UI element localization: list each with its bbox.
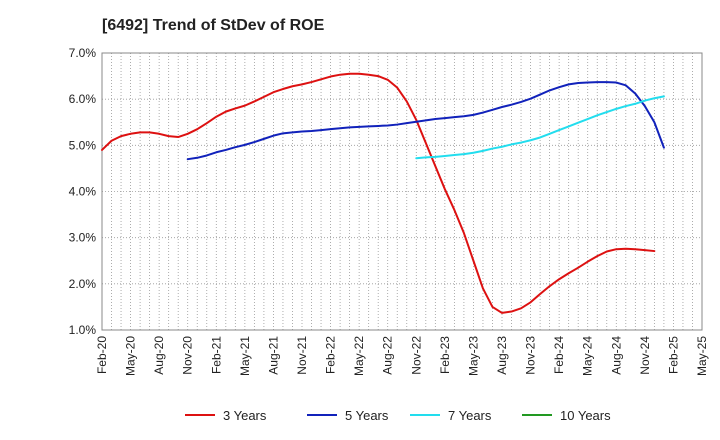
x-tick-label: Feb-23 (438, 336, 452, 374)
y-tick-label: 4.0% (69, 185, 97, 199)
series-lines (101, 72, 665, 314)
x-tick-label: May-20 (124, 336, 138, 376)
x-tick-label: Feb-24 (552, 336, 566, 374)
x-tick-label: May-21 (238, 336, 252, 376)
x-tick-label: Nov-21 (295, 336, 309, 375)
y-tick-label: 7.0% (69, 46, 97, 60)
chart-title: [6492] Trend of StDev of ROE (102, 17, 325, 34)
plot-frame (101, 52, 703, 331)
series-line-3-years (101, 72, 656, 314)
y-tick-label: 1.0% (69, 323, 97, 337)
x-tick-label: Aug-22 (381, 336, 395, 375)
x-tick-label: May-22 (352, 336, 366, 376)
x-tick-label: Aug-24 (609, 336, 623, 375)
x-tick-label: Nov-20 (181, 336, 195, 375)
x-tick-label: Aug-23 (495, 336, 509, 375)
x-tick-label: Nov-24 (638, 336, 652, 375)
y-tick-label: 6.0% (69, 92, 97, 106)
x-axis: Feb-20 May-20 Aug-20 Nov-20 Feb-21 May-21 Aug-… (95, 336, 709, 376)
x-tick-label: May-25 (695, 336, 709, 376)
legend-label-10-years: 10 Years (560, 408, 611, 423)
y-axis: 1.0% 2.0% 3.0% 4.0% 5.0% 6.0% 7.0% (69, 46, 97, 337)
x-tick-label: Feb-25 (666, 336, 680, 374)
legend: 3 Years 5 Years 7 Years 10 Years (185, 408, 611, 423)
grid (102, 53, 702, 330)
legend-label-5-years: 5 Years (345, 408, 389, 423)
series-line-5-years (186, 81, 665, 161)
x-tick-label: Feb-20 (95, 336, 109, 374)
x-tick-label: May-23 (466, 336, 480, 376)
x-tick-label: Feb-22 (324, 336, 338, 374)
series-line-7-years (415, 95, 665, 160)
x-tick-label: Feb-21 (209, 336, 223, 374)
x-tick-label: Aug-21 (266, 336, 280, 375)
y-tick-label: 2.0% (69, 277, 97, 291)
x-tick-label: Aug-20 (152, 336, 166, 375)
legend-label-3-years: 3 Years (223, 408, 267, 423)
legend-label-7-years: 7 Years (448, 408, 492, 423)
x-tick-label: Nov-22 (409, 336, 423, 375)
x-tick-label: May-24 (581, 336, 595, 376)
y-tick-label: 3.0% (69, 231, 97, 245)
y-tick-label: 5.0% (69, 138, 97, 152)
x-tick-label: Nov-23 (524, 336, 538, 375)
